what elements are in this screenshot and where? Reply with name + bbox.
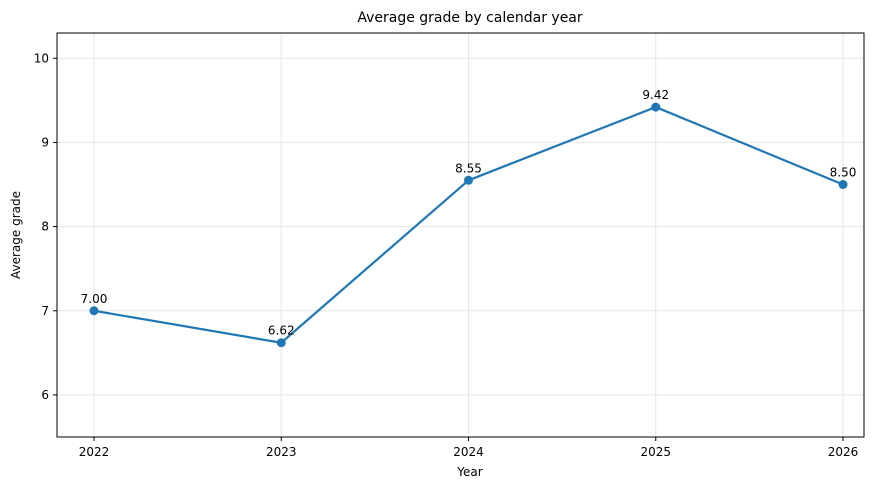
data-label: 9.42 (642, 88, 669, 102)
data-point (838, 180, 848, 189)
grid (57, 33, 864, 437)
chart-title: Average grade by calendar year (357, 10, 583, 26)
y-tick-label: 9 (41, 135, 49, 149)
data-label: 8.55 (455, 161, 482, 175)
y-tick-label: 10 (34, 51, 49, 65)
y-tick-label: 6 (41, 388, 49, 402)
x-tick-label: 2024 (453, 445, 484, 459)
data-label: 6.62 (268, 324, 295, 338)
plot-area (56, 32, 865, 438)
y-tick-label: 7 (41, 304, 49, 318)
x-tick-label: 2022 (79, 445, 110, 459)
ticks: 2022 2023 2024 2025 2026 6 7 8 9 10 (34, 51, 859, 459)
y-tick-label: 8 (41, 220, 49, 234)
y-axis-label: Average grade (9, 191, 23, 279)
data-point (276, 338, 286, 348)
data-point (464, 175, 473, 185)
x-tick-label: 2025 (640, 445, 671, 459)
data-label: 7.00 (81, 292, 108, 306)
data-point (651, 102, 661, 112)
data-label: 8.50 (830, 166, 857, 180)
x-tick-label: 2026 (828, 445, 859, 459)
data-point (89, 306, 99, 316)
series: 7.00 6.62 8.55 9.42 8.50 (81, 88, 857, 348)
x-axis-label: Year (456, 465, 482, 479)
x-tick-label: 2023 (266, 445, 297, 459)
